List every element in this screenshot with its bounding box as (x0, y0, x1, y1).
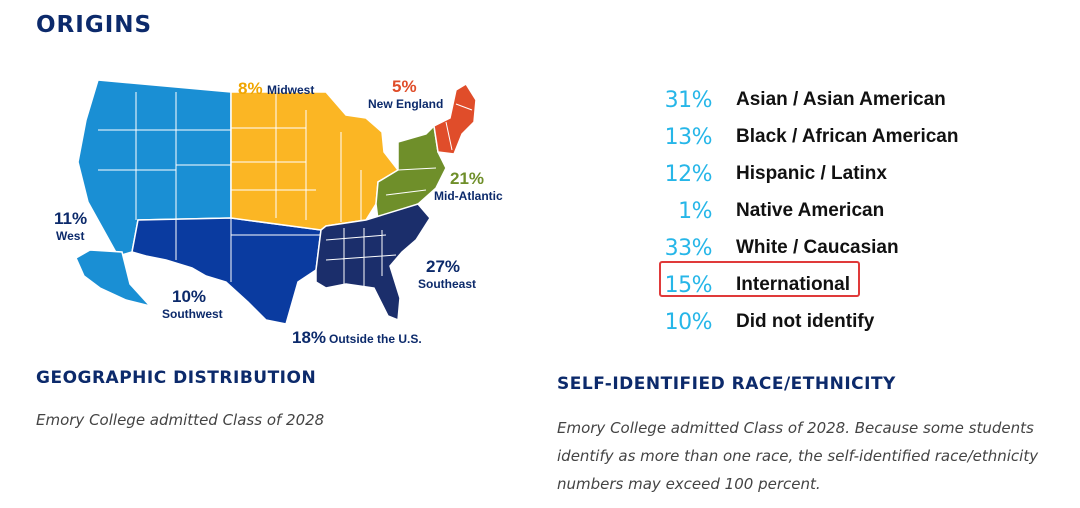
international-highlight-box (659, 261, 860, 297)
race-percent: 15% (664, 272, 713, 298)
region-southeast (315, 203, 431, 322)
table-row: 31% Asian / Asian American (640, 82, 960, 118)
map-label-midwest: Midwest (267, 83, 314, 97)
region-southeast-borders (325, 228, 397, 286)
map-label-new-england: New England (368, 97, 443, 111)
table-row: 13% Black / African American (640, 119, 960, 155)
region-new-england-borders (445, 103, 473, 151)
region-southwest (131, 217, 322, 325)
race-percent: 33% (664, 235, 713, 261)
race-category: International (736, 274, 851, 295)
race-percent: 31% (664, 87, 713, 113)
race-percent: 10% (664, 309, 713, 335)
region-midwest-shape (230, 91, 400, 231)
map-label-west: West (56, 229, 84, 243)
geographic-distribution-caption: Emory College admitted Class of 2028 (36, 411, 325, 429)
region-mid-atlantic (375, 124, 447, 222)
region-west-borders (98, 92, 231, 220)
race-category: White / Caucasian (736, 237, 899, 258)
map-label-outside-us-value: 18% (292, 328, 326, 347)
geographic-distribution-heading: GEOGRAPHIC DISTRIBUTION (36, 368, 317, 388)
map-label-mid-atlantic: Mid-Atlantic (434, 189, 503, 203)
map-label-southwest-value: 10% (172, 287, 206, 306)
race-category: Did not identify (736, 311, 875, 332)
race-category: Hispanic / Latinx (736, 163, 887, 184)
race-category: Native American (736, 200, 885, 221)
region-midwest-borders (231, 92, 362, 222)
race-ethnicity-heading: SELF-IDENTIFIED RACE/ETHNICITY (557, 374, 896, 394)
table-row: 1% Native American (640, 193, 960, 229)
map-label-southwest: Southwest (162, 307, 223, 321)
race-percent: 1% (678, 198, 712, 224)
race-ethnicity-caption: Emory College admitted Class of 2028. Be… (557, 419, 1039, 493)
page-title: ORIGINS (36, 12, 153, 38)
race-category: Asian / Asian American (736, 89, 946, 110)
region-mid-atlantic-borders (385, 167, 437, 196)
region-southwest-borders (175, 218, 321, 282)
map-label-midwest-value: 8% (238, 79, 263, 98)
map-label-southeast-value: 27% (426, 257, 460, 276)
region-new-england (433, 82, 477, 155)
table-row: 12% Hispanic / Latinx (640, 156, 960, 192)
table-row: 15% International (640, 267, 960, 303)
map-label-new-england-value: 5% (392, 77, 417, 96)
map-label-mid-atlantic-value: 21% (450, 169, 484, 188)
race-category: Black / African American (736, 126, 959, 147)
region-west-alaska (75, 249, 153, 308)
race-percent: 12% (664, 161, 713, 187)
us-region-map: 8% Midwest 5% New England 21% Mid-Atlant… (54, 77, 503, 347)
table-row: 33% White / Caucasian (640, 230, 960, 266)
race-percent: 13% (664, 124, 713, 150)
map-label-outside-us: Outside the U.S. (329, 332, 422, 346)
region-mid-atlantic-shape (375, 124, 447, 222)
region-midwest (230, 91, 400, 231)
region-southwest-shape (131, 217, 322, 325)
table-row: 10% Did not identify (640, 304, 960, 340)
map-label-west-value: 11% (54, 209, 87, 228)
region-new-england-shape (433, 82, 477, 155)
map-label-southeast: Southeast (418, 277, 476, 291)
region-west (75, 79, 232, 308)
